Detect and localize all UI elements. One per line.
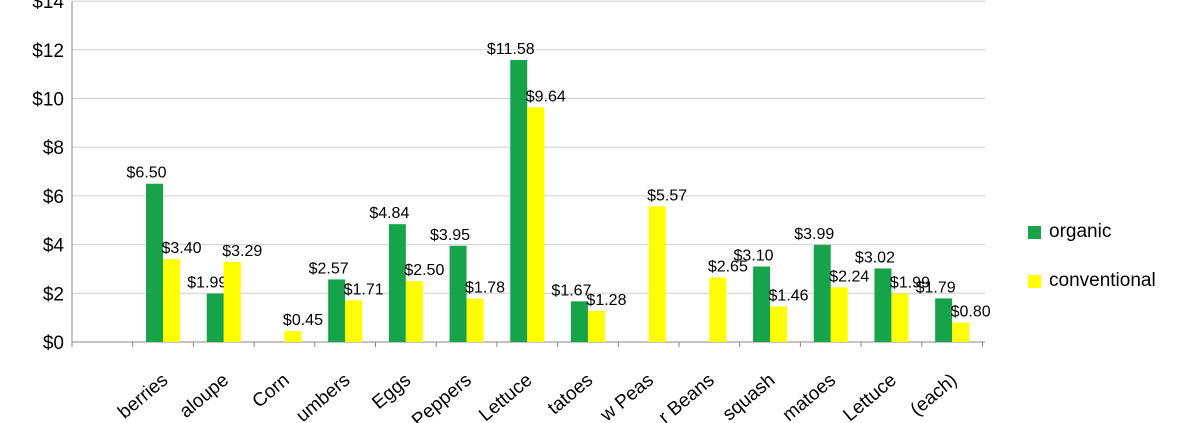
y-tick-label: $2 <box>43 284 64 305</box>
bar-organic <box>146 183 164 342</box>
bar-conventional <box>284 331 302 342</box>
x-tick-label: (each) <box>907 370 962 421</box>
bar-conventional <box>466 298 484 342</box>
y-tick-label: $8 <box>43 138 64 159</box>
data-label: $4.84 <box>369 205 409 222</box>
y-tick-label: $12 <box>32 41 64 62</box>
data-label: $1.99 <box>890 275 930 292</box>
y-tick-label: $10 <box>32 90 64 111</box>
bar-conventional <box>527 107 545 343</box>
x-tick-label: w Peas <box>596 370 658 423</box>
data-label: $2.65 <box>708 258 748 275</box>
bar-organic <box>449 245 467 342</box>
bar-organic <box>813 244 831 342</box>
data-label: $1.99 <box>187 275 227 292</box>
legend-conventional: conventional <box>1028 270 1156 292</box>
bar-conventional <box>163 259 181 342</box>
data-label: $2.50 <box>404 262 444 279</box>
x-tick-label: umbers <box>292 370 354 423</box>
data-label: $1.79 <box>916 279 956 296</box>
bar-conventional <box>587 310 605 342</box>
bar-conventional <box>952 322 970 342</box>
x-tick-label: Lettuce <box>839 370 900 423</box>
bar-conventional <box>345 300 363 342</box>
x-tick-label: berries <box>114 370 172 423</box>
data-label: $3.99 <box>794 226 834 243</box>
data-label: $5.57 <box>647 187 687 204</box>
x-tick-label: matoes <box>779 370 840 423</box>
data-label: $3.29 <box>222 243 262 260</box>
bar-conventional <box>770 306 788 342</box>
x-tick-label: tatoes <box>544 370 597 419</box>
bar-organic <box>206 293 224 342</box>
bar-conventional <box>830 287 848 342</box>
x-tick-label: squash <box>719 370 779 423</box>
y-tick-label: $14 <box>32 0 64 13</box>
data-label: $6.50 <box>127 165 167 182</box>
data-label: $2.57 <box>309 260 349 277</box>
data-label: $3.02 <box>855 249 895 266</box>
data-label: $1.67 <box>551 282 591 299</box>
data-label: $1.78 <box>465 280 505 297</box>
bar-conventional <box>648 206 666 342</box>
data-label: $3.95 <box>430 227 470 244</box>
bar-conventional <box>223 261 241 342</box>
data-label: $2.24 <box>829 268 869 285</box>
y-tick-label: $6 <box>43 187 64 208</box>
data-label: $1.46 <box>769 287 809 304</box>
x-tick-label: Peppers <box>408 370 476 423</box>
bar-conventional <box>405 281 423 342</box>
x-tick-label: Lettuce <box>475 370 536 423</box>
data-label: $1.28 <box>586 292 626 309</box>
data-label: $3.10 <box>734 248 774 265</box>
legend-label: organic <box>1049 221 1112 242</box>
data-label: $1.71 <box>344 281 384 298</box>
bar-conventional <box>709 277 727 342</box>
legend-organic: organic <box>1028 221 1111 243</box>
data-label: $0.80 <box>951 304 991 321</box>
legend-swatch-organic <box>1028 225 1041 239</box>
data-label: $3.40 <box>162 240 202 257</box>
legend-swatch-conventional <box>1028 274 1041 288</box>
x-tick-label: aloupe <box>176 370 233 423</box>
bar-organic <box>753 266 771 342</box>
legend-label: conventional <box>1049 270 1156 291</box>
bar-organic <box>935 298 953 342</box>
x-tick-label: r Beans <box>655 370 719 423</box>
y-tick-label: $4 <box>43 236 65 257</box>
bar-conventional <box>891 293 909 342</box>
bar-organic <box>388 224 406 342</box>
bar-organic <box>328 279 346 342</box>
bar-organic <box>874 268 892 342</box>
data-label: $0.45 <box>283 312 323 329</box>
data-label: $11.58 <box>487 41 535 58</box>
y-tick-label: $0 <box>43 333 64 354</box>
bar-organic <box>510 60 528 342</box>
bar-organic <box>570 301 588 342</box>
x-tick-label: Corn <box>249 370 294 413</box>
x-tick-label: Eggs <box>368 370 415 414</box>
data-label: $9.64 <box>526 88 566 105</box>
